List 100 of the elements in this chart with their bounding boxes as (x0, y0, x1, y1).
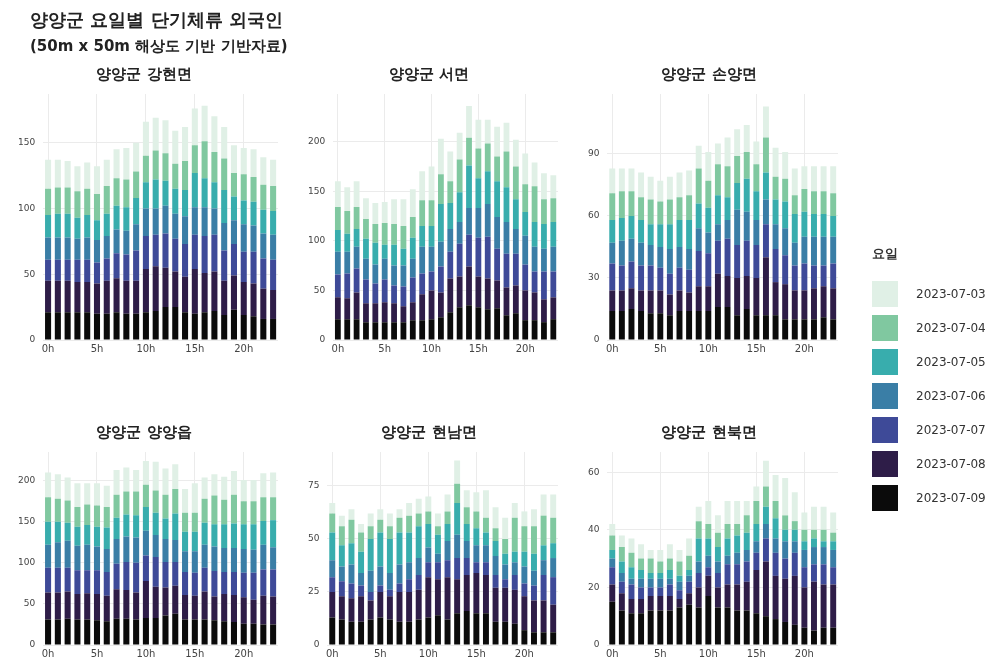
x-tick-label: 20h (794, 342, 814, 354)
bar (329, 513, 336, 533)
bar (494, 156, 501, 182)
bar (54, 312, 61, 340)
bar (406, 579, 413, 592)
bar (230, 243, 237, 276)
bar (791, 529, 798, 542)
bar (133, 592, 140, 620)
bar (628, 288, 635, 309)
bar (250, 572, 257, 600)
bar (512, 285, 519, 314)
bar (84, 483, 91, 505)
bar (801, 567, 808, 588)
bar (830, 288, 837, 320)
bar (628, 584, 635, 599)
bar (791, 492, 798, 522)
bar (466, 266, 472, 306)
bar (230, 309, 237, 340)
bar (782, 228, 789, 256)
x-tick-label: 10h (418, 647, 438, 659)
bar (142, 484, 149, 508)
bar (454, 483, 461, 503)
bar (381, 222, 388, 245)
bar (103, 280, 110, 314)
bar (522, 290, 529, 321)
bar (363, 322, 369, 340)
bar (270, 290, 277, 319)
bar (260, 624, 267, 645)
bar (686, 570, 693, 576)
bar (221, 315, 228, 340)
bar (772, 619, 779, 645)
bar (782, 529, 789, 542)
bar (363, 218, 369, 239)
bar (734, 182, 741, 210)
bar (103, 527, 110, 549)
bar (724, 555, 731, 565)
bar (695, 251, 702, 287)
bar (638, 290, 645, 312)
bar (820, 564, 827, 585)
bar (724, 500, 731, 525)
bar (753, 613, 760, 645)
bar (152, 311, 159, 340)
bar (753, 191, 760, 221)
bar (74, 483, 81, 508)
bar (801, 290, 808, 320)
bar (638, 311, 645, 340)
x-tick-label: 15h (185, 647, 205, 659)
y-tick-label: 40 (588, 524, 600, 535)
bar (695, 607, 702, 645)
bar (133, 619, 140, 645)
bar (221, 594, 228, 622)
bar (647, 313, 654, 340)
bar (724, 564, 731, 585)
bar (484, 171, 491, 205)
bar (714, 547, 721, 562)
bar (484, 143, 491, 172)
bar (93, 526, 101, 547)
bar (541, 271, 547, 300)
bar (714, 532, 721, 548)
bar (240, 548, 247, 573)
bar (618, 535, 625, 548)
bar (54, 280, 61, 313)
bar (391, 285, 397, 304)
bar (540, 560, 547, 576)
bar (64, 280, 71, 313)
bar (734, 610, 741, 645)
bar (230, 548, 237, 572)
bar (84, 282, 91, 313)
bar (123, 313, 130, 340)
bar (724, 584, 731, 608)
bar (74, 191, 81, 218)
bar (103, 258, 110, 281)
bar (334, 229, 341, 252)
bar (152, 266, 159, 312)
bar (801, 587, 808, 628)
bar (201, 498, 208, 523)
bar (657, 610, 664, 645)
bar (162, 615, 169, 645)
bar (628, 598, 635, 614)
bar (221, 190, 228, 223)
bar (830, 541, 837, 550)
x-tick-label: 0h (41, 647, 55, 659)
bar (230, 494, 237, 524)
bar (270, 596, 277, 625)
bar (338, 581, 345, 597)
bar (182, 190, 189, 217)
bar (811, 630, 817, 645)
bar (772, 518, 779, 539)
bar (531, 632, 537, 645)
bar (762, 524, 769, 539)
bar (734, 564, 741, 585)
bar (367, 570, 374, 592)
bar (260, 544, 267, 570)
bar (191, 207, 198, 235)
bar (686, 311, 693, 340)
bar (550, 577, 557, 605)
bar (363, 279, 369, 304)
x-tick-label: 20h (794, 647, 814, 659)
bar (74, 166, 81, 192)
bar (406, 562, 413, 580)
